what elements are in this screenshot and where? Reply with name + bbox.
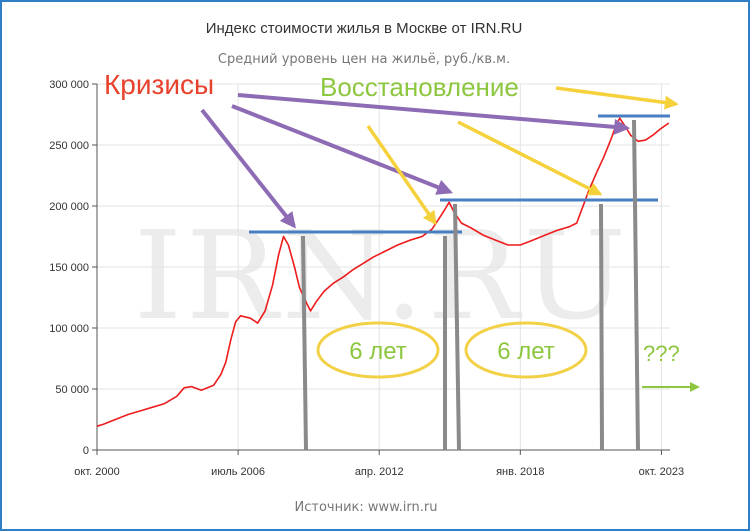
period-label-2: 6 лет (497, 338, 555, 365)
drop-line-2008 (301, 235, 308, 451)
chart-title: Индекс стоимости жилья в Москве от IRN.R… (206, 20, 523, 37)
grid (96, 83, 670, 451)
crisis-arrow-1 (200, 108, 296, 229)
crisis-arrow-2 (231, 104, 453, 195)
period-ellipse-2 (464, 321, 588, 379)
y-tick-label: 300 000 (49, 79, 89, 91)
period-label-1: 6 лет (349, 338, 407, 365)
period-ellipse-1 (316, 321, 440, 379)
y-axis: 0 50 000 100 000 150 000 200 000 250 000 300 0… (49, 79, 98, 457)
y-tick-label: 200 000 (49, 201, 89, 213)
y-tick-label: 50 000 (55, 384, 89, 396)
recovery-label: Восстановление (320, 72, 519, 102)
x-tick-label: окт. 2023 (639, 466, 684, 478)
future-label: ??? (643, 341, 680, 366)
x-axis: окт. 2000 июль 2006 апр. 2012 янв. 2018 окт.… (74, 449, 684, 478)
price-index-line (96, 117, 670, 427)
series-layer (96, 117, 670, 427)
y-tick-label: 100 000 (49, 323, 89, 335)
drop-line-2020 (599, 203, 604, 451)
x-tick-label: апр. 2012 (355, 466, 404, 478)
recovery-arrow-1 (366, 125, 437, 226)
y-tick-label: 250 000 (49, 140, 89, 152)
drop-line-2022 (632, 119, 640, 451)
x-tick-label: окт. 2000 (74, 466, 119, 478)
recovery-arrow-3 (555, 86, 679, 110)
recovery-arrow-2 (457, 120, 603, 196)
y-tick-label: 0 (83, 445, 89, 457)
drop-line-2014b (453, 203, 461, 451)
chart-subtitle: Средний уровень цен на жильё, руб./кв.м. (218, 52, 510, 67)
y-tick-label: 150 000 (49, 262, 89, 274)
x-tick-label: янв. 2018 (496, 466, 544, 478)
crisis-arrow-3 (237, 93, 631, 135)
source-label: Источник: www.irn.ru (295, 500, 438, 515)
crises-label: Кризисы (104, 69, 214, 100)
x-tick-label: июль 2006 (211, 466, 265, 478)
